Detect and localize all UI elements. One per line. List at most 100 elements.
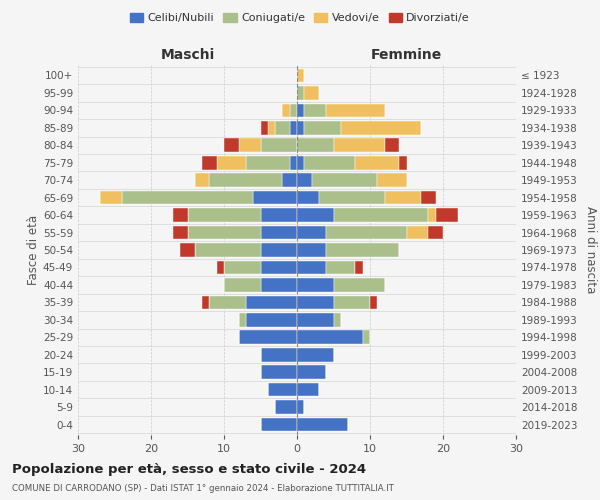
Bar (224, 260, 260, 274)
Bar (290, 121, 297, 134)
Bar (297, 68, 304, 82)
Bar (224, 138, 239, 152)
Bar (283, 174, 297, 187)
Bar (304, 156, 355, 170)
Bar (217, 260, 224, 274)
Bar (275, 400, 297, 414)
Bar (297, 226, 326, 239)
Bar (195, 174, 209, 187)
Bar (341, 121, 421, 134)
Bar (239, 313, 246, 326)
Bar (202, 296, 209, 309)
Bar (260, 366, 297, 379)
Bar (304, 121, 341, 134)
Bar (334, 278, 385, 291)
Bar (260, 226, 297, 239)
Bar (239, 330, 297, 344)
Bar (195, 243, 260, 257)
Bar (260, 348, 297, 362)
Bar (297, 104, 304, 117)
Bar (224, 278, 260, 291)
Bar (246, 156, 290, 170)
Bar (297, 313, 334, 326)
Bar (246, 296, 297, 309)
Bar (260, 260, 297, 274)
Y-axis label: Fasce di età: Fasce di età (27, 215, 40, 285)
Bar (385, 138, 399, 152)
Bar (334, 208, 428, 222)
Bar (297, 121, 304, 134)
Bar (268, 121, 275, 134)
Bar (297, 243, 326, 257)
Bar (385, 191, 421, 204)
Bar (370, 296, 377, 309)
Bar (297, 296, 334, 309)
Bar (297, 191, 319, 204)
Bar (297, 174, 311, 187)
Bar (428, 226, 443, 239)
Bar (304, 104, 326, 117)
Bar (319, 191, 385, 204)
Bar (334, 138, 385, 152)
Bar (260, 121, 268, 134)
Bar (209, 174, 283, 187)
Bar (173, 208, 187, 222)
Bar (407, 226, 428, 239)
Bar (334, 313, 341, 326)
Bar (362, 330, 370, 344)
Text: COMUNE DI CARRODANO (SP) - Dati ISTAT 1° gennaio 2024 - Elaborazione TUTTITALIA.: COMUNE DI CARRODANO (SP) - Dati ISTAT 1°… (12, 484, 394, 493)
Y-axis label: Anni di nascita: Anni di nascita (584, 206, 597, 294)
Bar (355, 156, 399, 170)
Bar (275, 121, 290, 134)
Bar (246, 313, 297, 326)
Bar (304, 86, 319, 100)
Text: Maschi: Maschi (160, 48, 215, 62)
Bar (260, 278, 297, 291)
Bar (260, 208, 297, 222)
Bar (209, 296, 246, 309)
Bar (202, 156, 217, 170)
Bar (100, 191, 122, 204)
Bar (290, 156, 297, 170)
Bar (297, 348, 334, 362)
Bar (334, 296, 370, 309)
Bar (421, 191, 436, 204)
Bar (173, 226, 187, 239)
Bar (297, 208, 334, 222)
Bar (297, 138, 334, 152)
Bar (239, 138, 260, 152)
Bar (187, 208, 260, 222)
Bar (311, 174, 377, 187)
Bar (326, 104, 385, 117)
Bar (436, 208, 458, 222)
Bar (260, 418, 297, 432)
Bar (290, 104, 297, 117)
Bar (180, 243, 195, 257)
Bar (297, 260, 326, 274)
Bar (187, 226, 260, 239)
Bar (297, 366, 326, 379)
Bar (297, 383, 319, 396)
Bar (122, 191, 253, 204)
Bar (297, 418, 348, 432)
Bar (268, 383, 297, 396)
Text: Femmine: Femmine (371, 48, 442, 62)
Bar (297, 330, 362, 344)
Bar (297, 86, 304, 100)
Bar (297, 278, 334, 291)
Bar (253, 191, 297, 204)
Bar (377, 174, 407, 187)
Bar (260, 243, 297, 257)
Bar (283, 104, 290, 117)
Bar (326, 226, 407, 239)
Text: Popolazione per età, sesso e stato civile - 2024: Popolazione per età, sesso e stato civil… (12, 462, 366, 475)
Bar (297, 156, 304, 170)
Bar (326, 243, 399, 257)
Bar (297, 400, 304, 414)
Bar (399, 156, 407, 170)
Bar (260, 138, 297, 152)
Legend: Celibi/Nubili, Coniugati/e, Vedovi/e, Divorziati/e: Celibi/Nubili, Coniugati/e, Vedovi/e, Di… (125, 8, 475, 28)
Bar (217, 156, 246, 170)
Bar (355, 260, 362, 274)
Bar (326, 260, 355, 274)
